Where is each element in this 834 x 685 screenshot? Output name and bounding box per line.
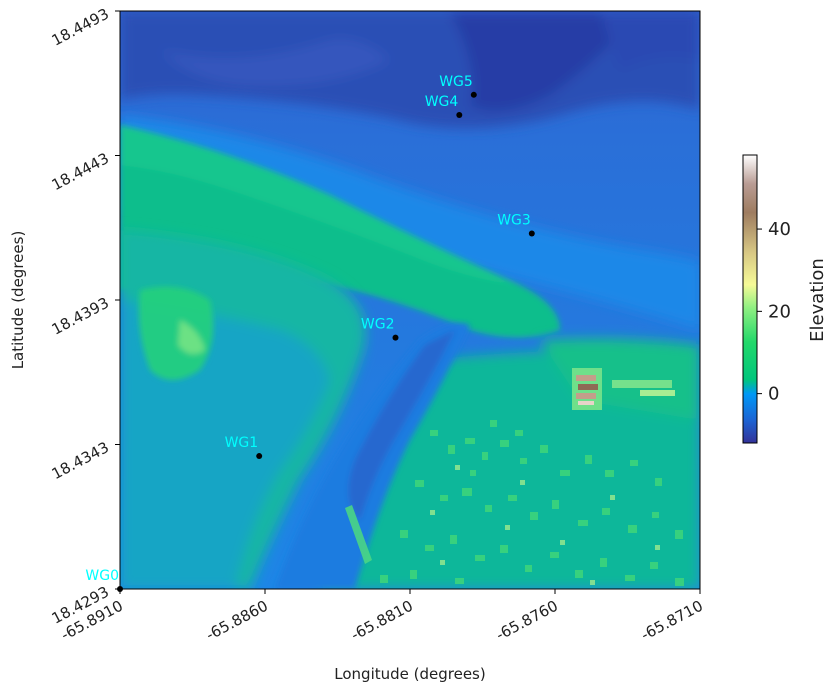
gauge-label: WG3 (497, 213, 531, 229)
high-structures (572, 368, 675, 410)
gauge-marker (256, 453, 263, 460)
colorbar: 0 20 40 Elevation (742, 154, 828, 444)
colorbar-tick-label: 20 (768, 301, 791, 322)
x-tick-label: -65.8760 (493, 597, 561, 645)
gauge-label: WG0 (85, 568, 119, 584)
y-tick-label: 18.4393 (49, 294, 112, 339)
y-axis-title: Latitude (degrees) (9, 231, 27, 370)
wave-gauges: WG0 WG1 WG2 WG3 WG4 WG5 (85, 74, 535, 592)
gauge-marker (456, 112, 463, 119)
y-tick-label: 18.4343 (49, 438, 112, 483)
colorbar-tick-label: 0 (768, 384, 779, 405)
colorbar-tick-label: 40 (768, 219, 791, 240)
x-tick-label: -65.8810 (348, 597, 416, 645)
y-tick-label: 18.4443 (49, 149, 112, 194)
x-tick-label: -65.8710 (638, 597, 706, 645)
gauge-marker (528, 230, 535, 237)
gauge-label: WG4 (425, 94, 459, 110)
x-axis-title: Longitude (degrees) (334, 665, 485, 683)
gauge-marker (392, 334, 399, 341)
x-tick-label: -65.8860 (203, 597, 271, 645)
gauge-label: WG5 (439, 74, 473, 90)
elevation-map (120, 11, 700, 589)
gauge-marker (117, 586, 123, 592)
colorbar-gradient (742, 154, 758, 444)
colorbar-label: Elevation (807, 258, 828, 342)
gauge-label: WG1 (225, 435, 259, 451)
colorbar-ticks: 0 20 40 (757, 219, 791, 405)
gauge-marker (470, 91, 477, 98)
gauge-label: WG2 (361, 317, 395, 333)
x-axis-ticks: -65.8910 -65.8860 -65.8810 -65.8760 -65.8710 (58, 589, 706, 644)
y-tick-label: 18.4493 (49, 5, 112, 50)
